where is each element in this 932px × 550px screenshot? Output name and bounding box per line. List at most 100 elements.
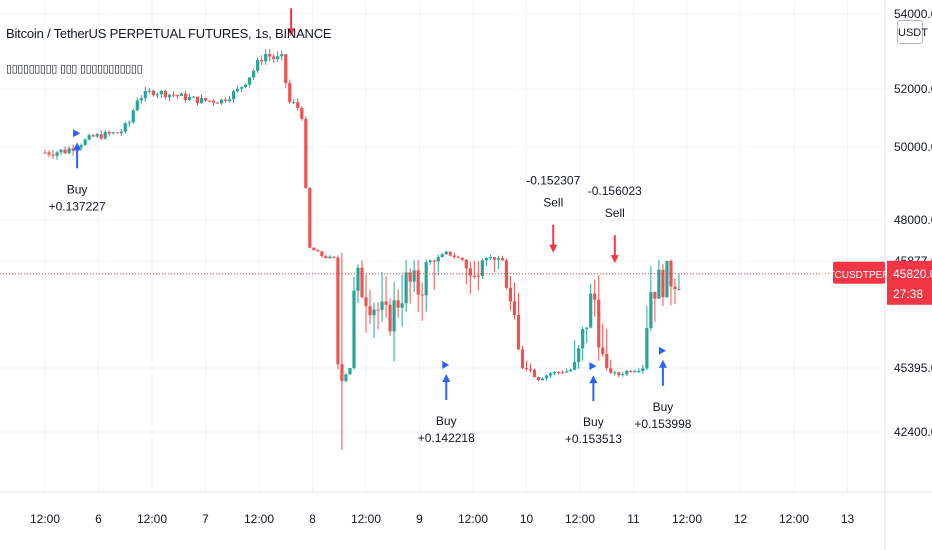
x-tick-label: 9 bbox=[416, 512, 423, 526]
currency-button[interactable]: USDT bbox=[897, 20, 928, 44]
candle-body bbox=[585, 327, 589, 329]
candle-body bbox=[452, 255, 456, 257]
sell-value-label: -0.152307 bbox=[526, 174, 580, 188]
candle-body bbox=[211, 100, 216, 103]
candle-body bbox=[641, 368, 645, 372]
candle-body bbox=[484, 257, 488, 261]
candle-body bbox=[492, 257, 496, 260]
candle-body bbox=[516, 314, 521, 350]
candle-body bbox=[605, 353, 609, 369]
candle-body bbox=[344, 374, 348, 382]
candle-body bbox=[219, 99, 224, 104]
candle-body bbox=[581, 328, 585, 349]
x-tick-label: 12:00 bbox=[565, 512, 595, 526]
candle-body bbox=[348, 368, 352, 375]
candle-body bbox=[231, 91, 236, 100]
symbol-tag-bg bbox=[833, 261, 885, 284]
candle-body bbox=[236, 88, 240, 92]
candle-body bbox=[544, 375, 549, 379]
candle-body bbox=[300, 108, 304, 119]
candle-body bbox=[360, 267, 364, 298]
buy-entry-marker bbox=[658, 346, 666, 355]
candle-body bbox=[384, 301, 388, 305]
candle-body bbox=[665, 260, 669, 298]
candle-body bbox=[264, 54, 268, 62]
candle-body bbox=[272, 56, 276, 60]
candle-body bbox=[83, 139, 87, 146]
candle-body bbox=[195, 96, 200, 104]
candle-body bbox=[472, 275, 476, 277]
candle-body bbox=[520, 349, 525, 369]
candle-body bbox=[107, 131, 111, 134]
candle-body bbox=[227, 99, 232, 102]
candle-body bbox=[280, 54, 284, 57]
candle-body bbox=[292, 102, 296, 104]
buy-entry-marker bbox=[589, 362, 597, 371]
candle-body bbox=[400, 303, 404, 308]
candle-body bbox=[677, 288, 681, 290]
symbol-tag: BTCUSDTPERP bbox=[822, 270, 897, 281]
candle-body bbox=[171, 94, 175, 96]
candle-body bbox=[436, 257, 440, 262]
buy-entry-marker bbox=[73, 129, 81, 138]
candle-body bbox=[420, 294, 424, 296]
candle-body bbox=[336, 257, 340, 365]
candle-body bbox=[669, 260, 673, 287]
candle-body bbox=[597, 299, 601, 348]
candle-body bbox=[573, 361, 577, 370]
candle-body bbox=[63, 149, 67, 154]
candle-body bbox=[240, 87, 244, 89]
candle-body bbox=[316, 250, 320, 252]
candle-body bbox=[540, 378, 545, 381]
candle-body bbox=[408, 272, 412, 282]
candle-body bbox=[561, 372, 565, 374]
x-tick-label: 12 bbox=[734, 512, 748, 526]
candle-body bbox=[372, 309, 376, 316]
candle-body bbox=[657, 269, 661, 299]
candle-body bbox=[244, 84, 248, 88]
candle-body bbox=[43, 152, 47, 154]
candle-body bbox=[456, 256, 460, 258]
x-tick-label: 8 bbox=[309, 512, 316, 526]
candle-body bbox=[356, 267, 360, 291]
sell-arrow-head bbox=[287, 28, 296, 37]
candle-body bbox=[328, 256, 332, 259]
candle-body bbox=[191, 96, 196, 98]
candle-body bbox=[143, 91, 147, 99]
candle-body bbox=[364, 297, 368, 307]
candle-body-large bbox=[304, 118, 308, 188]
candle-body bbox=[139, 98, 143, 101]
x-tick-label: 7 bbox=[202, 512, 209, 526]
candle-body bbox=[147, 90, 151, 92]
y-tick-label: 42400.00 bbox=[894, 425, 932, 439]
candle-body bbox=[460, 257, 464, 260]
candle-body bbox=[151, 90, 155, 96]
x-tick-label: 12:00 bbox=[137, 512, 167, 526]
candle-body bbox=[512, 301, 517, 315]
candle-body bbox=[464, 259, 468, 269]
x-tick-label: 12:00 bbox=[672, 512, 702, 526]
candle-body bbox=[569, 369, 573, 372]
sell-arrow-head bbox=[549, 244, 558, 253]
buy-value-label: +0.153998 bbox=[634, 417, 691, 431]
candle-body bbox=[47, 152, 51, 155]
candle-body bbox=[268, 54, 272, 57]
candle-body bbox=[536, 377, 541, 381]
candle-body bbox=[187, 97, 192, 101]
candle-body bbox=[352, 290, 356, 369]
candle-body bbox=[504, 260, 509, 288]
candle-body bbox=[135, 100, 139, 111]
last-price-label-bg bbox=[887, 260, 932, 305]
candle-body bbox=[661, 269, 665, 298]
candle-body bbox=[59, 149, 63, 153]
candle-body bbox=[51, 154, 55, 156]
candle-body bbox=[392, 300, 396, 332]
y-tick-label: 45395.00 bbox=[894, 361, 932, 375]
candle-body bbox=[524, 368, 529, 370]
candle-body bbox=[557, 372, 561, 374]
candle-body bbox=[296, 102, 300, 109]
candle-body bbox=[380, 301, 384, 310]
candle-body bbox=[396, 300, 400, 308]
